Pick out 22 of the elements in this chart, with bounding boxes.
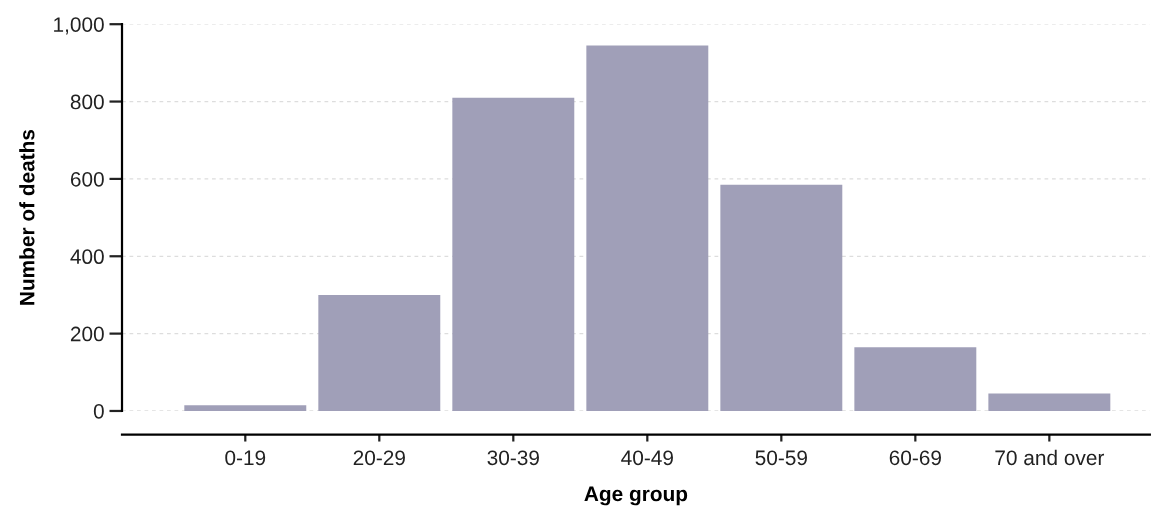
y-tick-label: 1,000 — [54, 17, 104, 35]
x-tick-label: 0-19 — [225, 450, 266, 466]
y-tick-label: 400 — [70, 249, 104, 265]
bar — [586, 45, 709, 411]
x-tick-label: 70 and over — [995, 449, 1105, 466]
y-tick-label: 800 — [70, 94, 104, 110]
bar — [452, 97, 575, 411]
y-tick-label: 200 — [70, 326, 104, 342]
x-tick-label: 20-29 — [353, 450, 405, 466]
y-axis-title: Number of deaths — [19, 129, 35, 305]
x-tick-label: 60-69 — [889, 450, 941, 466]
x-axis-title: Age group — [584, 486, 688, 506]
y-tick-label: 600 — [70, 171, 104, 187]
bar — [988, 393, 1111, 411]
y-tick-label: 0 — [93, 403, 104, 419]
bar — [184, 405, 307, 411]
bar — [854, 347, 977, 411]
bar — [720, 184, 843, 411]
bar — [318, 294, 441, 411]
x-tick-label: 50-59 — [755, 450, 807, 466]
x-tick-label: 40-49 — [621, 450, 673, 466]
x-tick-label: 30-39 — [487, 450, 539, 466]
